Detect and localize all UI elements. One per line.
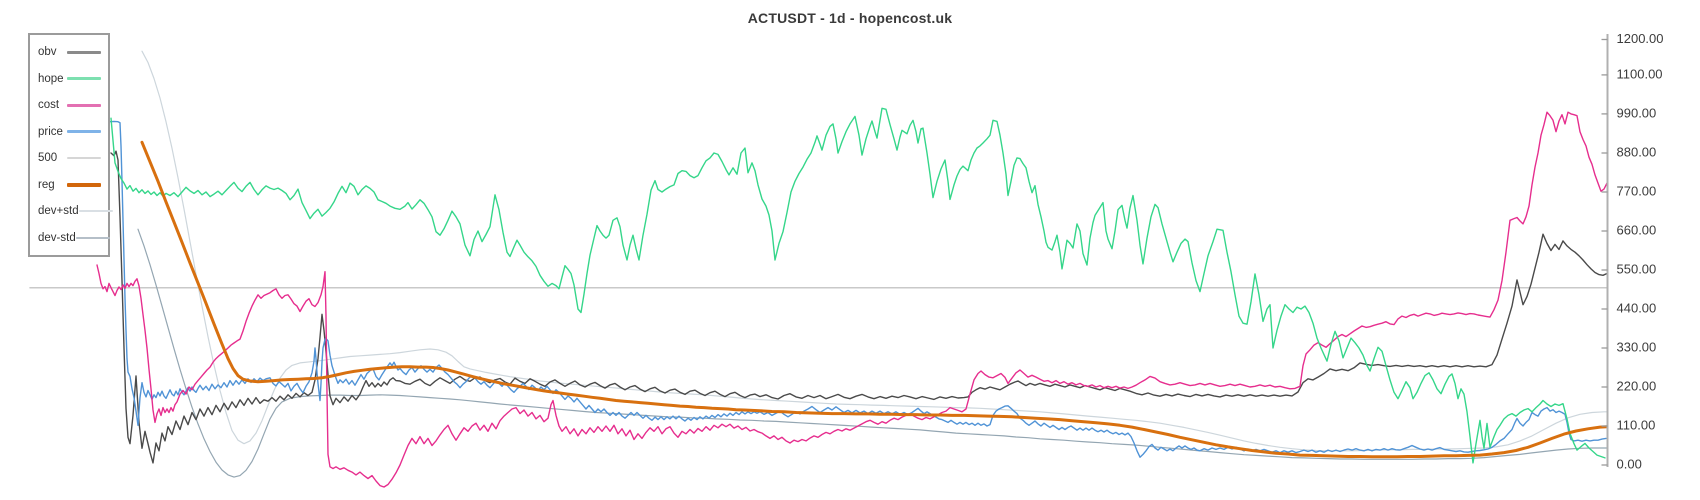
- legend-item-label: dev-std: [38, 231, 76, 244]
- legend-swatch-line: [67, 182, 101, 187]
- legend-swatch-line: [67, 157, 101, 160]
- legend-item-label: reg: [38, 178, 55, 191]
- legend-item-label: price: [38, 125, 63, 138]
- legend-item-label: 500: [38, 152, 58, 165]
- legend-item-obv: obv: [38, 39, 101, 65]
- y-axis-tick-label: 220.00: [1617, 378, 1657, 393]
- y-axis-tick-label: 550.00: [1617, 261, 1657, 276]
- y-axis-tick-label: 330.00: [1617, 339, 1657, 354]
- legend-swatch-line: [67, 130, 101, 134]
- chart-title: ACTUSDT - 1d - hopencost.uk: [747, 10, 953, 26]
- legend-swatch-line: [67, 103, 101, 107]
- series-lines: [29, 50, 1609, 488]
- y-axis: 1200.00 1100.00 990.00 880.00 770.00 660.00 55…: [1601, 31, 1664, 471]
- legend-item-hope: hope: [38, 66, 101, 92]
- legend-item-label: dev+std: [38, 205, 79, 218]
- legend-item-500: 500: [38, 145, 101, 171]
- series-line-price: [109, 120, 1607, 458]
- y-axis-tick-label: 770.00: [1617, 183, 1657, 198]
- legend-item-dev-std: dev-std: [38, 225, 110, 251]
- legend-swatch-line: [78, 210, 113, 213]
- y-axis-tick-label: 990.00: [1617, 105, 1657, 120]
- y-axis-tick-label: 110.00: [1617, 417, 1656, 432]
- y-axis-tick-label: 1200.00: [1617, 31, 1664, 46]
- series-line-reg: [140, 140, 1609, 459]
- series-line-hope: [110, 107, 1606, 464]
- legend-swatch-line: [67, 50, 101, 54]
- legend-swatch-line: [75, 236, 110, 239]
- legend-item-price: price: [38, 119, 101, 145]
- y-axis-tick-label: 1100.00: [1617, 66, 1663, 81]
- y-axis-tick-label: 660.00: [1617, 222, 1657, 237]
- legend: obv hope cost price 500 reg dev+std dev-std: [28, 33, 113, 257]
- legend-item-reg: reg: [38, 172, 101, 198]
- legend-item-cost: cost: [38, 92, 101, 118]
- legend-item-dev-std: dev+std: [38, 198, 113, 224]
- legend-item-label: hope: [38, 72, 64, 85]
- y-axis-tick-label: 0.00: [1617, 456, 1642, 471]
- series-line-cost: [96, 111, 1608, 488]
- y-axis-tick-label: 880.00: [1617, 144, 1657, 159]
- series-line-obv: [110, 150, 1608, 464]
- series-line-dev-std: [137, 228, 1608, 478]
- legend-item-label: obv: [38, 46, 57, 59]
- legend-swatch-line: [67, 77, 101, 81]
- y-axis-tick-label: 440.00: [1617, 300, 1657, 315]
- legend-item-label: cost: [38, 99, 60, 112]
